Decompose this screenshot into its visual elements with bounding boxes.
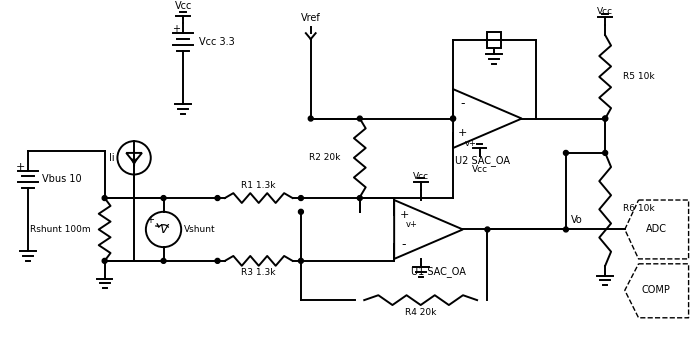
Text: R1 1.3k: R1 1.3k: [241, 181, 276, 190]
Circle shape: [308, 116, 313, 121]
Circle shape: [451, 116, 456, 121]
Text: +: +: [16, 162, 25, 172]
Text: R3 1.3k: R3 1.3k: [241, 268, 276, 277]
Circle shape: [358, 116, 363, 121]
Circle shape: [603, 116, 608, 121]
Text: +: +: [458, 128, 468, 138]
Circle shape: [451, 116, 456, 121]
Text: Vo: Vo: [570, 215, 582, 225]
Circle shape: [298, 258, 303, 263]
Circle shape: [485, 227, 490, 232]
Text: Rshunt 100m: Rshunt 100m: [30, 225, 91, 234]
Text: v+: v+: [406, 220, 418, 229]
Circle shape: [102, 258, 107, 263]
Text: U2 SAC_OA: U2 SAC_OA: [455, 155, 510, 166]
Text: Ii: Ii: [108, 153, 115, 163]
Circle shape: [564, 227, 568, 232]
Text: Vbus 10: Vbus 10: [42, 174, 81, 184]
Circle shape: [603, 116, 608, 121]
Text: -: -: [402, 238, 406, 251]
Text: Vcc: Vcc: [472, 165, 488, 174]
Circle shape: [161, 258, 166, 263]
Circle shape: [603, 150, 608, 155]
Text: +: +: [172, 24, 180, 34]
Text: R2 20k: R2 20k: [309, 153, 340, 162]
Circle shape: [161, 196, 166, 201]
Text: Vshunt: Vshunt: [184, 225, 216, 234]
Text: Vref: Vref: [301, 13, 321, 23]
Circle shape: [298, 209, 303, 214]
Text: Vcc: Vcc: [412, 172, 428, 181]
Circle shape: [215, 258, 220, 263]
Text: COMP: COMP: [642, 285, 671, 295]
Text: Vcc: Vcc: [597, 7, 613, 16]
Text: Vcc 3.3: Vcc 3.3: [199, 37, 234, 47]
Text: v+: v+: [465, 139, 477, 148]
Bar: [487, 32, 501, 48]
Circle shape: [215, 196, 220, 201]
Text: Vcc: Vcc: [174, 1, 192, 11]
Text: V: V: [160, 223, 168, 236]
Circle shape: [298, 196, 303, 201]
Text: R5 10k: R5 10k: [623, 72, 654, 81]
Text: -: -: [461, 97, 465, 110]
Circle shape: [102, 196, 107, 201]
Text: ADC: ADC: [645, 224, 666, 235]
Text: +: +: [146, 215, 154, 225]
Text: +: +: [399, 210, 409, 220]
Text: U1 SAC_OA: U1 SAC_OA: [411, 266, 466, 277]
Text: R6 10k: R6 10k: [623, 204, 654, 213]
Text: R4 20k: R4 20k: [405, 308, 436, 318]
Circle shape: [564, 150, 568, 155]
Circle shape: [358, 196, 363, 201]
